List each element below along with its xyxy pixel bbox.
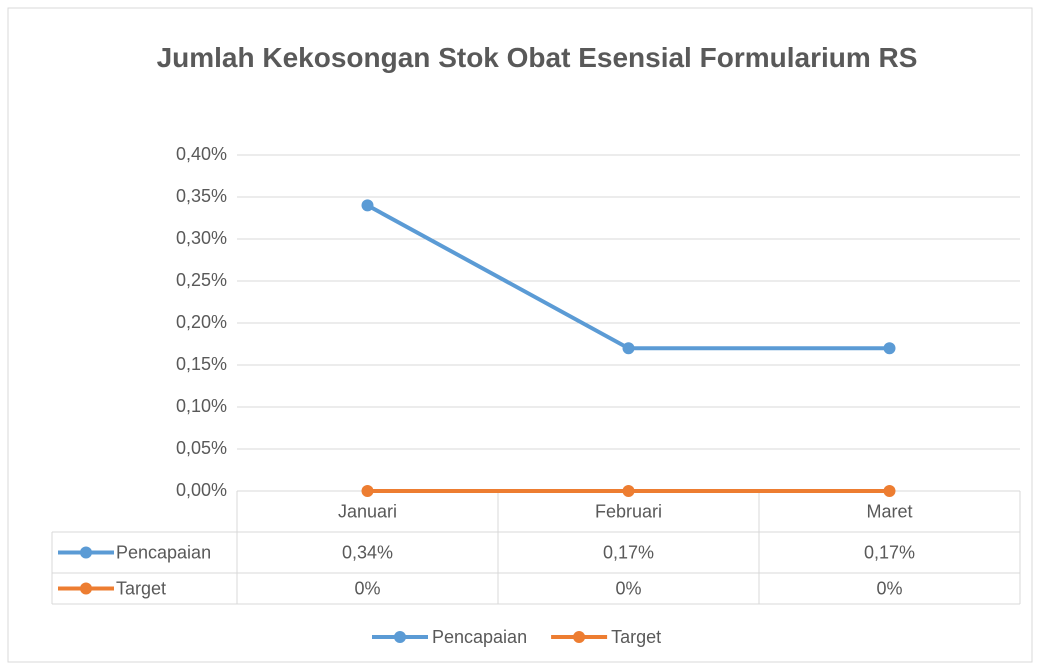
- data-label: 0%: [876, 578, 902, 598]
- y-tick-label: 0,20%: [176, 312, 227, 332]
- data-point: [622, 485, 635, 497]
- y-tick-label: 0,00%: [176, 480, 227, 500]
- legend-key-marker: [573, 631, 586, 643]
- legend-label: Target: [611, 627, 661, 647]
- chart-title: Jumlah Kekosongan Stok Obat Esensial For…: [156, 42, 918, 73]
- y-tick-label: 0,05%: [176, 438, 227, 458]
- data-point: [361, 485, 374, 497]
- x-tick-label: Januari: [338, 501, 397, 521]
- y-tick-label: 0,35%: [176, 186, 227, 206]
- x-tick-label: Februari: [595, 501, 662, 521]
- data-label: 0,17%: [864, 542, 915, 562]
- data-point: [361, 199, 374, 212]
- data-label: 0,17%: [603, 542, 654, 562]
- data-label: 0%: [615, 578, 641, 598]
- y-tick-label: 0,25%: [176, 270, 227, 290]
- x-tick-label: Maret: [866, 501, 912, 521]
- legend-key-marker: [80, 582, 92, 595]
- y-tick-label: 0,30%: [176, 228, 227, 248]
- legend-label: Pencapaian: [432, 627, 527, 647]
- data-point: [883, 342, 896, 355]
- data-label: 0,34%: [342, 542, 393, 562]
- y-tick-label: 0,40%: [176, 144, 227, 164]
- legend-key-marker: [394, 631, 406, 643]
- data-label: 0%: [354, 578, 380, 598]
- chart-border: [7, 7, 1033, 663]
- y-tick-label: 0,15%: [176, 354, 227, 374]
- y-tick-label: 0,10%: [176, 396, 227, 416]
- data-point: [883, 485, 896, 497]
- table-series-name: Pencapaian: [116, 542, 211, 562]
- table-series-name: Target: [116, 578, 166, 598]
- data-point: [622, 342, 635, 355]
- legend-key-marker: [80, 546, 92, 559]
